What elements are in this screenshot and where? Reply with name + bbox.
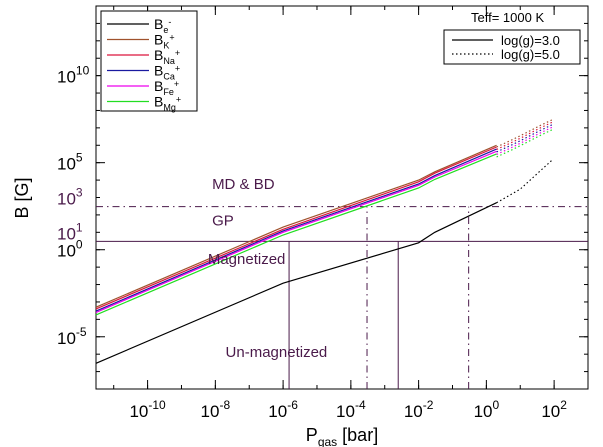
series-lines <box>95 144 497 364</box>
x-tick-label: 10-8 <box>201 398 231 421</box>
dotted-line-k <box>496 119 553 148</box>
series-line-k <box>95 144 497 308</box>
x-tick-label: 10-10 <box>129 398 166 421</box>
dotted-line-mg <box>496 128 553 158</box>
y-marker-label: 103 <box>57 186 83 209</box>
x-axis-label: Pgas [bar] <box>306 425 378 447</box>
style-legend-box <box>443 29 581 65</box>
series-line-na <box>95 146 497 310</box>
y-tick-label: 10-5 <box>57 325 87 348</box>
species-legend-box <box>100 10 198 112</box>
series-line-fe <box>95 150 497 313</box>
y-tick-label: 100 <box>57 238 83 261</box>
y-tick-label: 1010 <box>57 64 90 87</box>
annotation-label: Un-magnetized <box>226 344 328 361</box>
x-tick-label: 10-4 <box>336 398 366 421</box>
series-line-mg <box>95 153 497 316</box>
dotted-line-electrons <box>496 159 553 204</box>
y-axis-label: B [G] <box>12 177 32 218</box>
x-tick-label: 102 <box>541 398 567 421</box>
dotted-line-ca <box>496 123 553 153</box>
series-line-e <box>95 202 497 364</box>
dotted-series <box>496 119 553 204</box>
species-legend: Be-BK+BNa+BCa+BFe+BMg+ <box>100 10 198 113</box>
legend-entry: BNa+ <box>154 47 180 66</box>
legend-entry: BFe+ <box>154 78 179 97</box>
series-line-ca <box>95 148 497 312</box>
y-tick-label: 105 <box>57 151 83 174</box>
annotation-label: Magnetized <box>208 251 286 268</box>
style-legend-title: Teff= 1000 K <box>471 10 544 25</box>
dotted-line-na <box>496 121 553 150</box>
reference-lines <box>96 206 588 389</box>
annotation-label: MD & BD <box>212 176 275 193</box>
x-tick-label: 10-6 <box>268 398 298 421</box>
dotted-line-fe <box>496 126 553 155</box>
annotation-label: GP <box>212 212 234 229</box>
x-tick-label: 100 <box>474 398 500 421</box>
legend-entry: BMg+ <box>154 94 181 113</box>
x-tick-labels: 10-10 10-8 10-6 10-4 10-2 100 102 <box>129 6 567 421</box>
style-legend-entry: log(g)=5.0 <box>501 47 560 62</box>
legend-entry: Be- <box>154 16 171 35</box>
y-marker-label: 101 <box>57 220 83 243</box>
legend-entry: BCa+ <box>154 63 180 82</box>
legend-entry: BK+ <box>154 32 175 51</box>
annotations: MD & BD GP Magnetized Un-magnetized <box>208 176 327 361</box>
style-legend-entry: log(g)=3.0 <box>501 33 560 48</box>
x-tick-label: 10-2 <box>404 398 434 421</box>
